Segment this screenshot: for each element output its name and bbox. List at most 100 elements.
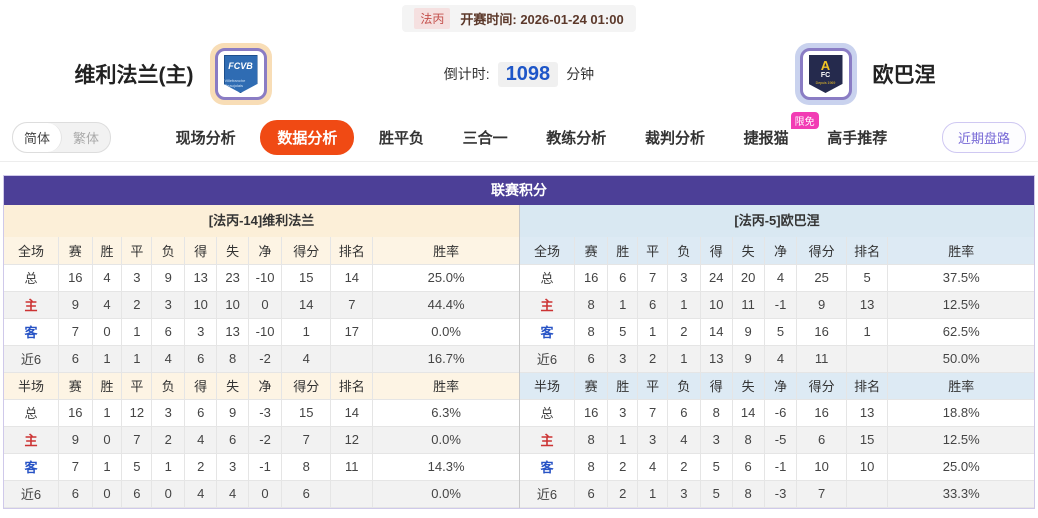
stat-cell: 5 <box>607 318 639 346</box>
stat-cell: -10 <box>248 318 283 346</box>
stat-cell: 6 <box>574 480 609 508</box>
stat-cell: 0 <box>151 480 186 508</box>
stat-cell: 6 <box>574 345 609 373</box>
stat-cell: 8 <box>732 426 765 454</box>
stat-cell: 10 <box>184 291 218 319</box>
stat-cell: 7 <box>637 399 668 427</box>
stat-cell: 4 <box>637 453 668 481</box>
league-badge: 法丙 <box>414 8 451 29</box>
stat-cell: 50.0% <box>887 345 1034 373</box>
stat-cell: 33.3% <box>887 480 1034 508</box>
stat-cell: 6 <box>796 426 847 454</box>
column-header: 负 <box>151 237 186 265</box>
table-row: 主 8 1 6 1 10 11 -1 9 13 12.5% <box>520 291 1034 319</box>
row-label-home: 主 <box>4 426 60 454</box>
nav-tab-3[interactable]: 胜平负 <box>365 121 438 154</box>
column-header: 净 <box>248 372 283 400</box>
stat-cell: 6 <box>281 480 332 508</box>
away-team-logo[interactable]: A FC Depuis 1969 <box>794 43 857 105</box>
stat-cell: 3 <box>667 264 701 292</box>
away-stats-table: 全场赛胜平负得失净得分 排名 胜率总 16 6 7 3 24 20 4 25 5 37.5% 主 8 1 6 1 1… <box>520 237 1034 508</box>
stat-cell: 1 <box>607 291 639 319</box>
stat-cell: 7 <box>58 318 93 346</box>
stat-cell <box>330 345 374 373</box>
countdown-value: 1098 <box>497 61 559 87</box>
stat-cell: 5 <box>700 453 733 481</box>
stat-cell: 2 <box>667 318 701 346</box>
nav-tab-5[interactable]: 教练分析 <box>532 121 620 154</box>
stat-cell: 1 <box>607 426 639 454</box>
kickoff-label: 开赛时间: <box>460 12 517 27</box>
column-header: 净 <box>248 237 283 265</box>
stat-cell: 7 <box>330 291 374 319</box>
column-header: 半场 <box>4 372 60 400</box>
column-header: 赛 <box>58 237 93 265</box>
away-team-header: [法丙-5]欧巴涅 <box>520 205 1034 237</box>
stat-cell: -1 <box>248 453 283 481</box>
nav-tab-8[interactable]: 高手推荐 <box>813 121 901 154</box>
stat-cell: 11 <box>330 453 374 481</box>
table-row: 近6 6 3 2 1 13 9 4 11 50.0% <box>520 345 1034 373</box>
column-header: 胜率 <box>887 237 1034 265</box>
stat-cell: 9 <box>58 426 93 454</box>
stat-cell: 3 <box>184 318 218 346</box>
row-label-recent: 近6 <box>4 345 60 373</box>
row-label-recent: 近6 <box>520 345 575 373</box>
table-row: 主 8 1 3 4 3 8 -5 6 15 12.5% <box>520 426 1034 454</box>
nav-tab-6[interactable]: 裁判分析 <box>631 121 719 154</box>
nav-tab-1[interactable]: 现场分析 <box>162 121 250 154</box>
nav-tab-7[interactable]: 捷报猫 限免 <box>730 112 819 154</box>
lang-simplified[interactable]: 简体 <box>13 123 63 152</box>
column-header: 排名 <box>846 237 889 265</box>
recent-trend-button[interactable]: 近期盘路 <box>941 122 1026 153</box>
stat-cell: 16 <box>796 399 847 427</box>
stat-cell: 3 <box>121 264 153 292</box>
lang-traditional[interactable]: 繁体 <box>73 131 100 146</box>
column-header: 负 <box>667 237 701 265</box>
section-header-row: 半场赛胜平负得失净得分 排名 胜率 <box>520 372 1034 400</box>
kickoff-time: 开赛时间: 2026-01-24 01:00 <box>460 9 623 28</box>
stat-cell: 3 <box>637 426 668 454</box>
stat-cell: 8 <box>574 291 609 319</box>
stat-cell: 12 <box>121 399 153 427</box>
stat-cell: 16 <box>574 264 609 292</box>
home-team-logo[interactable]: FCVB Villefranche Beaujolais <box>209 43 272 105</box>
stat-cell: 6 <box>184 345 218 373</box>
table-row: 主 9 0 7 2 4 6 -2 7 12 0.0% <box>4 426 519 454</box>
column-header: 得分 <box>281 372 332 400</box>
stat-cell: 6 <box>607 264 639 292</box>
stat-cell: 0 <box>248 480 283 508</box>
stat-cell: 23 <box>216 264 250 292</box>
stat-cell: 6 <box>121 480 153 508</box>
row-label-recent: 近6 <box>4 480 60 508</box>
stat-cell <box>846 345 889 373</box>
countdown-block: 倒计时: 1098 分钟 <box>346 61 692 87</box>
row-label-away: 客 <box>4 318 60 346</box>
stat-cell: 2 <box>607 480 639 508</box>
nav-tab-4[interactable]: 三合一 <box>449 121 522 154</box>
stat-cell: 1 <box>121 345 153 373</box>
stat-cell: 9 <box>151 264 186 292</box>
stat-cell: 0 <box>92 318 123 346</box>
stat-cell: 5 <box>700 480 733 508</box>
row-label-away: 客 <box>520 453 575 481</box>
home-team-header: [法丙-14]维利法兰 <box>4 205 519 237</box>
stat-cell: 7 <box>58 453 93 481</box>
column-header: 胜率 <box>887 372 1034 400</box>
table-row: 总 16 3 7 6 8 14 -6 16 13 18.8% <box>520 399 1034 427</box>
column-header: 负 <box>151 372 186 400</box>
row-label-total: 总 <box>520 264 575 292</box>
nav-tab-label: 三合一 <box>462 130 508 147</box>
table-row: 总 16 6 7 3 24 20 4 25 5 37.5% <box>520 264 1034 292</box>
column-header: 得 <box>184 237 218 265</box>
section-header-row: 全场赛胜平负得失净得分 排名 胜率 <box>4 237 519 265</box>
stat-cell: 11 <box>796 345 847 373</box>
row-label-home: 主 <box>4 291 60 319</box>
nav-bar: 简体 繁体 现场分析 数据分析 胜平负 三合一 教练分析 裁判分析 捷报猫 限免 高手推荐 近期… <box>0 112 1038 162</box>
row-label-total: 总 <box>520 399 575 427</box>
column-header: 胜率 <box>372 237 519 265</box>
stat-cell: 15 <box>846 426 889 454</box>
stat-cell: 18.8% <box>887 399 1034 427</box>
stat-cell: 11 <box>732 291 765 319</box>
nav-tab-2[interactable]: 数据分析 <box>260 120 355 155</box>
